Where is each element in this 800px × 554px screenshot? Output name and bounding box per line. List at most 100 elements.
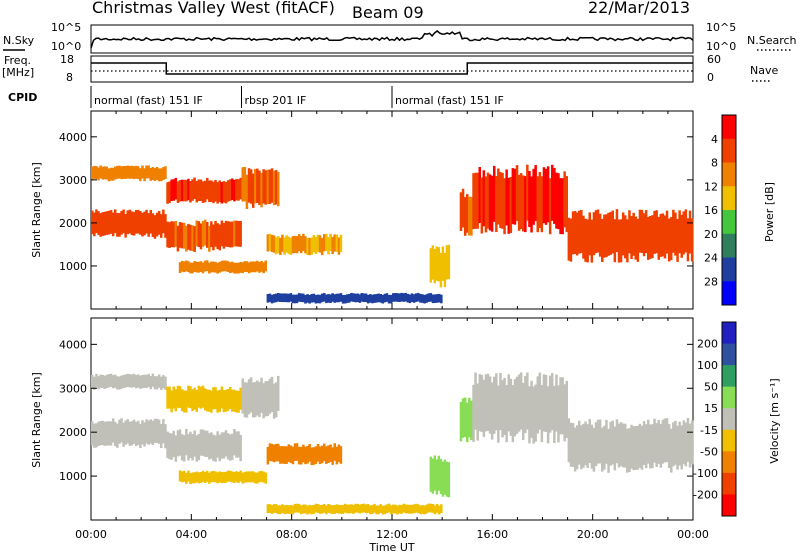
nave-tick-bottom: 0 [707,71,714,84]
data-cell [667,218,671,262]
data-cell [137,420,140,445]
data-cell [433,248,436,284]
data-cell [295,294,299,304]
data-cell [189,181,192,203]
data-cell [314,294,318,304]
data-cell [293,443,297,461]
data-cell [672,209,675,253]
data-cell [180,389,184,412]
data-cell [185,472,188,484]
data-cell [279,446,282,464]
data-cell [415,293,418,302]
data-cell [505,385,508,443]
data-cell [210,261,213,273]
data-cell [249,169,253,204]
data-cell [235,262,238,274]
data-cell [111,167,115,181]
data-cell [312,505,316,514]
freq-label-2: [MHz] [2,66,34,79]
data-cell [470,400,473,441]
data-cell [107,374,111,388]
data-cell [97,421,100,446]
data-cell [105,374,109,388]
data-cell [285,446,288,464]
data-cell [555,374,558,432]
data-cell [358,294,362,303]
data-cell [499,373,502,431]
data-cell [155,418,159,443]
data-cell [445,461,449,497]
data-cell [157,168,161,182]
data-cell [281,293,284,303]
data-cell [122,422,125,447]
data-cell [335,504,339,514]
data-cell [203,219,207,246]
data-cell [575,425,579,470]
data-cell [408,504,412,514]
data-cell [447,244,451,280]
data-cell [134,421,138,447]
data-cell [613,219,617,263]
data-cell [157,419,161,444]
data-cell [170,433,173,460]
data-cell [178,180,182,202]
data-cell [220,472,224,483]
y-tick-label: 4000 [59,131,87,144]
data-cell [126,373,129,387]
data-cell [201,470,205,482]
data-cell [509,378,513,436]
data-cell [214,435,217,462]
data-cell [132,419,136,444]
data-cell [212,470,215,482]
data-cell [111,212,115,237]
data-cell [396,293,399,302]
data-cell [346,504,349,514]
data-cell [624,215,627,259]
data-cell [222,390,226,413]
data-cell [435,246,438,281]
data-cell [254,472,257,484]
data-cell [95,423,98,448]
data-cell [318,505,322,514]
data-cell [252,261,255,273]
data-cell [289,505,293,514]
colorbar-swatch [722,138,736,163]
data-cell [162,375,165,389]
nave-tick-top: 60 [707,53,721,66]
data-cell [640,209,644,253]
data-cell [134,210,138,234]
data-cell [427,293,430,302]
data-cell [149,209,152,234]
data-cell [128,421,132,446]
data-cell [270,376,274,412]
data-cell [532,386,535,444]
data-cell [206,177,209,200]
data-cell [126,210,129,235]
data-cell [185,260,188,272]
data-cell [277,375,280,411]
data-cell [553,167,556,224]
data-cell [116,376,119,390]
data-cell [325,446,328,464]
data-cell [281,504,284,514]
data-cell [183,261,186,273]
data-cell [245,471,249,483]
data-cell [561,178,564,235]
data-cell [91,374,94,389]
data-cell [352,293,355,302]
data-cell [318,446,322,465]
data-cell [445,245,449,280]
data-cell [109,421,113,446]
data-cell [312,293,316,303]
data-cell [174,389,178,412]
data-cell [212,224,215,251]
data-cell [222,222,226,249]
data-cell [193,261,196,272]
colorbar-frame [721,114,737,306]
data-cell [293,503,297,513]
data-cell [180,471,184,483]
data-cell [155,167,159,180]
data-cell [264,260,267,272]
colorbar-tick-label: 50 [704,381,718,394]
data-cell [243,382,247,418]
